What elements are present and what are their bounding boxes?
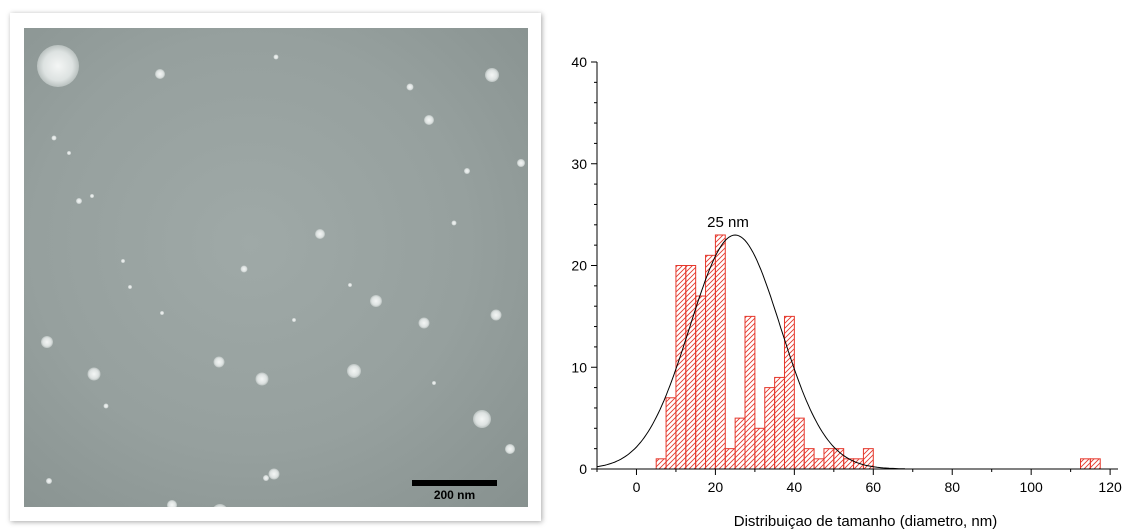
chart-axes: 0 10 20 30 40 0 20 40 60 80 100 120: [571, 54, 1122, 495]
x-tick-label: 80: [944, 479, 960, 495]
nanoparticle: [418, 317, 430, 329]
x-tick-label: 40: [787, 479, 803, 495]
nanoparticle: [155, 69, 165, 79]
histogram-bar: [803, 448, 815, 470]
nanoparticle: [160, 311, 164, 315]
nanoparticle: [348, 283, 352, 287]
nanoparticle: [213, 504, 227, 507]
nanoparticle: [46, 478, 52, 484]
nanoparticle: [292, 318, 296, 322]
nanoparticle: [51, 135, 57, 141]
nanoparticle: [240, 265, 248, 273]
nanoparticle: [121, 259, 125, 263]
nanoparticle: [517, 159, 525, 167]
nanoparticle: [255, 372, 269, 386]
x-tick-label: 100: [1019, 479, 1043, 495]
histogram-bars: [655, 234, 1101, 470]
gaussian-fit-curve: [596, 234, 905, 470]
nanoparticle: [451, 220, 457, 226]
histogram-bar: [675, 265, 687, 470]
nanoparticle: [406, 83, 414, 91]
nanoparticle: [347, 364, 361, 378]
nanoparticle: [87, 367, 101, 381]
y-tick-label: 40: [571, 54, 587, 70]
histogram-bar: [734, 417, 746, 470]
nanoparticle: [90, 194, 94, 198]
nanoparticle: [432, 381, 436, 385]
histogram-bar: [705, 254, 716, 470]
nanoparticle: [67, 151, 71, 155]
x-tick-label: 20: [708, 479, 724, 495]
nanoparticle: [263, 475, 269, 481]
nanoparticle: [128, 285, 132, 289]
scale-bar-label: 200 nm: [433, 488, 476, 502]
histogram-bar: [823, 448, 835, 470]
nanoparticle: [37, 45, 79, 87]
nanoparticle: [268, 468, 280, 480]
histogram-bar: [695, 295, 707, 470]
histogram-bar: [783, 315, 795, 470]
histogram-bar: [764, 387, 776, 470]
nanoparticle: [103, 403, 109, 409]
x-tick-label: 0: [633, 479, 641, 495]
histogram-bar: [1080, 458, 1091, 470]
nanoparticle: [167, 500, 177, 507]
nanoparticle: [315, 229, 325, 239]
nanoparticle: [370, 295, 382, 307]
x-axis-title: Distribuiçao de tamanho (diametro, nm): [734, 513, 997, 530]
y-tick-label: 0: [579, 461, 587, 477]
histogram-bar: [744, 315, 756, 470]
histogram-bar: [1089, 458, 1101, 470]
x-tick-label: 60: [865, 479, 881, 495]
nanoparticle: [76, 198, 82, 204]
nanoparticle: [464, 168, 470, 174]
micrograph-frame: 200 nm: [10, 13, 541, 521]
histogram-chart: 25 nm 0 10 20 30 40 0 20 40 60 80 100 120 Distribui…: [571, 54, 1122, 530]
histogram-bar: [793, 417, 805, 470]
histogram-bar: [724, 448, 736, 470]
nanoparticle: [273, 54, 279, 60]
nanoparticle: [485, 68, 499, 82]
nanoparticle: [473, 410, 491, 428]
nanoparticle: [424, 115, 434, 125]
nanoparticle: [41, 336, 53, 348]
histogram-bar: [685, 265, 697, 470]
histogram-bar: [665, 397, 677, 470]
scale-bar: [412, 480, 497, 486]
histogram-bar: [774, 376, 785, 470]
fit-peak-label: 25 nm: [707, 214, 749, 231]
nanoparticle: [213, 356, 225, 368]
nanoparticle: [490, 309, 502, 321]
histogram-bar: [655, 458, 667, 470]
y-tick-label: 30: [571, 156, 587, 172]
y-tick-label: 20: [571, 258, 587, 274]
histogram-bar: [714, 234, 726, 470]
nanoparticles: [37, 45, 525, 507]
x-tick-label: 120: [1098, 479, 1122, 495]
histogram-bar: [813, 458, 825, 470]
histogram-bar: [754, 427, 766, 470]
tem-micrograph: 200 nm: [24, 28, 528, 507]
y-tick-label: 10: [571, 359, 587, 375]
nanoparticle: [505, 444, 515, 454]
